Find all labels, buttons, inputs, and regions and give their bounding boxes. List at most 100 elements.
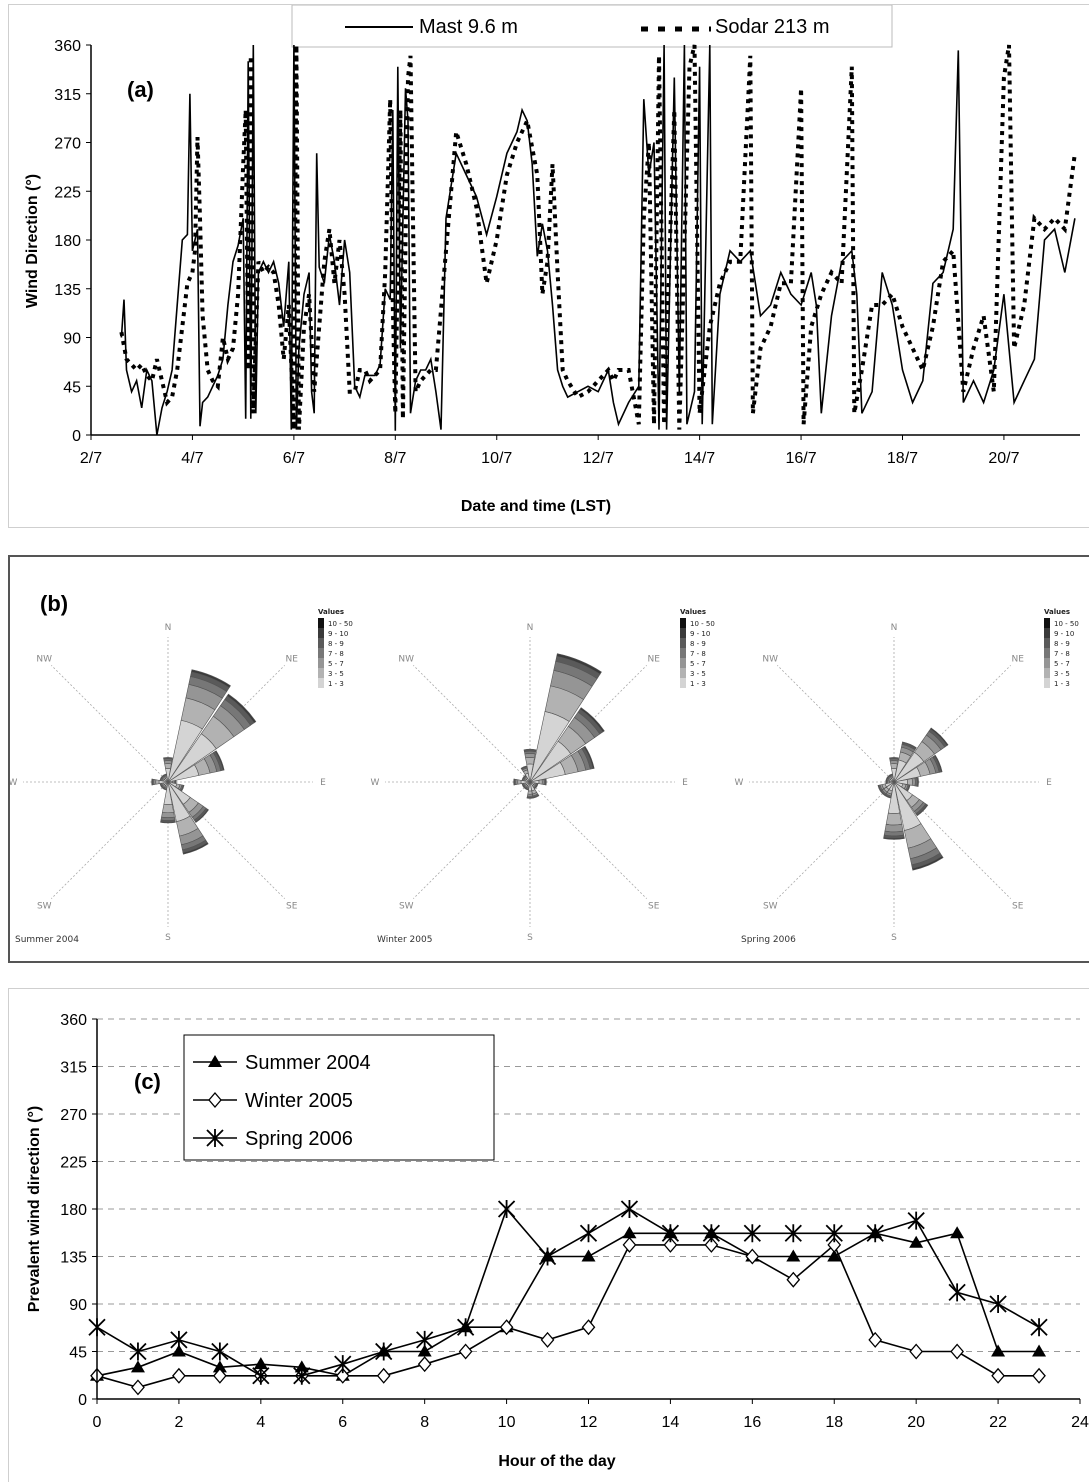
rose-sector-bin — [886, 813, 902, 825]
marker-diamond — [910, 1345, 922, 1359]
rose-legend-swatch — [1044, 618, 1050, 628]
wind-direction-timeseries-chart: Mast 9.6 m Sodar 213 m 04590135180225270… — [9, 5, 1089, 527]
rose-legend-bin-label: 5 - 7 — [1054, 660, 1070, 668]
rose-direction-label: E — [320, 778, 326, 788]
rose-legend-swatch — [680, 648, 686, 658]
x-axis-label-a: Date and time (LST) — [461, 498, 611, 515]
rose-direction-label: W — [10, 778, 18, 788]
x-tick-label-c: 20 — [907, 1414, 925, 1431]
rose-sector-bin — [156, 780, 159, 784]
legend-label-c: Winter 2005 — [245, 1090, 353, 1112]
rose-sector-bin — [165, 764, 172, 769]
marker-asterisk — [1031, 1318, 1047, 1336]
y-tick-label-c: 270 — [60, 1107, 87, 1124]
rose-legend-title: Values — [680, 608, 706, 616]
x-tick-label-a: 4/7 — [181, 450, 203, 467]
rose-direction-label: SE — [1012, 902, 1024, 912]
marker-diamond — [173, 1369, 185, 1383]
marker-asterisk — [171, 1331, 187, 1349]
rose-caption: Summer 2004 — [15, 935, 79, 945]
x-tick-label-c: 14 — [662, 1414, 680, 1431]
rose-legend-bin-label: 9 - 10 — [328, 630, 348, 638]
marker-triangle — [950, 1226, 964, 1238]
y-tick-label-c: 45 — [69, 1345, 87, 1362]
rose-legend-bin-label: 10 - 50 — [328, 620, 353, 628]
rose-legend-bin-label: 5 - 7 — [690, 660, 706, 668]
rose-legend-swatch — [1044, 668, 1050, 678]
rose-sector-bin — [526, 757, 535, 764]
rose-direction-label: S — [165, 933, 171, 943]
marker-diamond — [787, 1273, 799, 1287]
rose-spoke — [51, 665, 168, 782]
marker-asterisk — [908, 1212, 924, 1230]
y-tick-label-c: 135 — [60, 1250, 87, 1267]
y-tick-label-c: 90 — [69, 1297, 87, 1314]
rose-legend-bin-label: 7 - 8 — [690, 650, 706, 658]
rose-direction-label: NW — [36, 654, 52, 664]
x-tick-label-c: 22 — [989, 1414, 1007, 1431]
y-tick-label-a: 45 — [63, 379, 81, 396]
marker-asterisk — [499, 1200, 515, 1218]
rose-legend-bin-label: 10 - 50 — [690, 620, 715, 628]
rose-legend-title: Values — [318, 608, 344, 616]
rose-direction-label: N — [527, 623, 534, 633]
rose-direction-label: E — [1046, 778, 1052, 788]
x-axis-label-c: Hour of the day — [498, 1453, 615, 1470]
rose-sector-bin — [885, 824, 903, 832]
x-tick-label-c: 8 — [420, 1414, 429, 1431]
rose-legend-bin-label: 9 - 10 — [690, 630, 710, 638]
rose-sector-bin — [890, 757, 899, 758]
marker-diamond — [583, 1320, 595, 1334]
rose-legend-swatch — [318, 638, 324, 648]
rose-legend-swatch — [680, 638, 686, 648]
marker-diamond — [951, 1345, 963, 1359]
rose-sector-bin — [539, 780, 542, 784]
marker-diamond — [378, 1369, 390, 1383]
rose-legend-bin-label: 9 - 10 — [1054, 630, 1074, 638]
rose-legend-title: Values — [1044, 608, 1070, 616]
rose-sector-bin — [528, 791, 532, 794]
x-tick-label-c: 16 — [743, 1414, 761, 1431]
rose-direction-label: W — [371, 778, 380, 788]
marker-triangle — [1032, 1345, 1046, 1357]
x-tick-label-c: 0 — [93, 1414, 102, 1431]
y-tick-label-a: 0 — [72, 428, 81, 445]
x-tick-label-c: 2 — [174, 1414, 183, 1431]
rose-legend-swatch — [680, 658, 686, 668]
y-tick-label-a: 315 — [54, 87, 81, 104]
rose-legend-bin-label: 8 - 9 — [1054, 640, 1070, 648]
y-tick-label-a: 270 — [54, 136, 81, 153]
marker-asterisk — [335, 1355, 351, 1373]
y-axis-label-a: Wind Direction (°) — [24, 174, 41, 308]
series-line — [97, 1233, 1039, 1376]
x-tick-label-c: 10 — [498, 1414, 516, 1431]
marker-asterisk — [417, 1331, 433, 1349]
x-tick-label-c: 18 — [825, 1414, 843, 1431]
rose-direction-label: N — [891, 623, 898, 633]
marker-triangle — [582, 1250, 596, 1262]
rose-legend-bin-label: 3 - 5 — [690, 670, 706, 678]
rose-direction-label: SE — [286, 902, 298, 912]
marker-diamond — [1033, 1369, 1045, 1383]
series-sodar-line — [121, 45, 1075, 430]
rose-direction-label: SE — [648, 902, 660, 912]
rose-legend-swatch — [1044, 648, 1050, 658]
rose-legend-swatch — [1044, 638, 1050, 648]
y-tick-label-c: 360 — [60, 1012, 87, 1029]
rose-sector-bin — [514, 779, 515, 785]
marker-asterisk — [621, 1200, 637, 1218]
legend-label-c: Spring 2006 — [245, 1128, 353, 1150]
series-asterisk — [89, 1200, 1047, 1385]
rose-sector-bin — [546, 779, 547, 785]
rose-sector-bin — [907, 779, 912, 786]
y-tick-label-a: 135 — [54, 282, 81, 299]
x-tick-label-c: 6 — [338, 1414, 347, 1431]
rose-sector-bin — [891, 764, 898, 769]
legend-mast-label: Mast 9.6 m — [419, 16, 518, 38]
rose-spoke — [413, 782, 530, 899]
